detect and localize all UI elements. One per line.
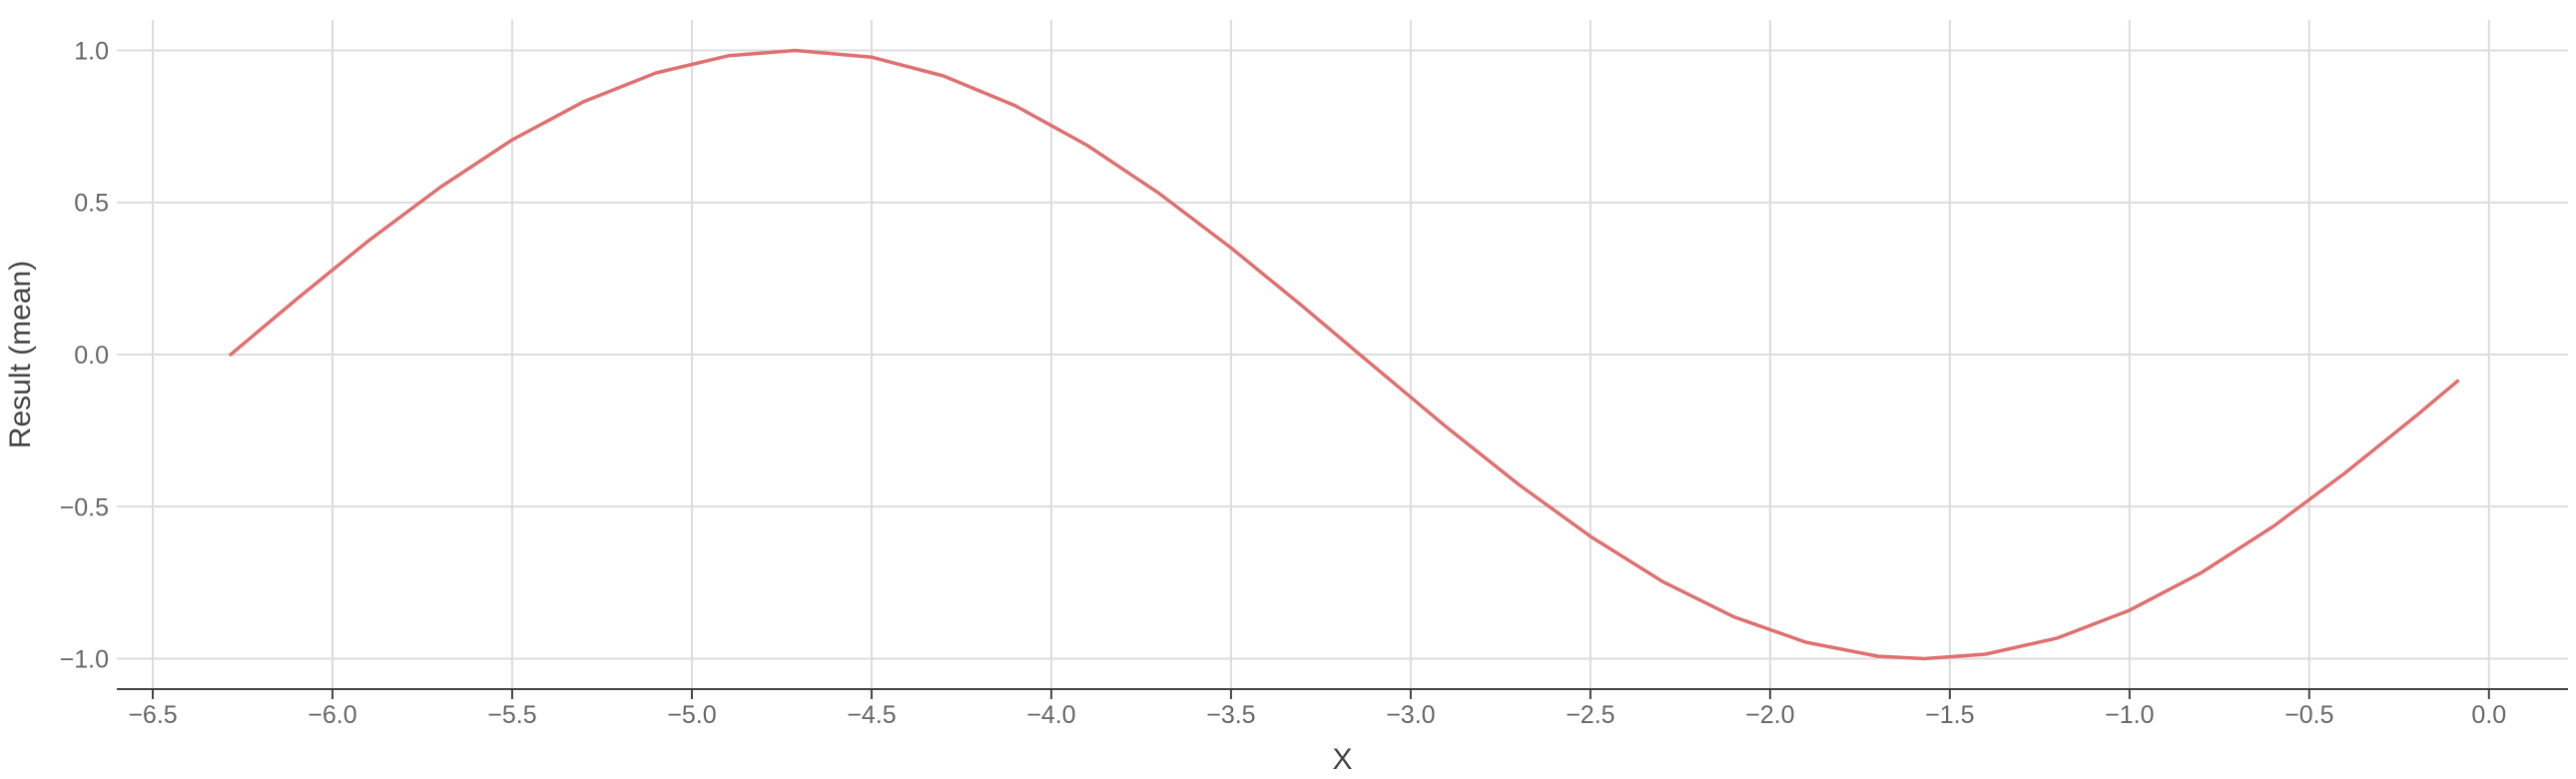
y-axis-title: Result (mean) (4, 261, 37, 448)
x-tick-label: −6.0 (308, 701, 356, 729)
x-tick-label: −0.5 (2284, 701, 2333, 729)
x-tick-label: −5.5 (487, 701, 536, 729)
x-tick-label: −2.5 (1566, 701, 1614, 729)
x-tick-label: −5.0 (667, 701, 716, 729)
x-tick-label: −3.5 (1206, 701, 1255, 729)
y-tick-label: 0.5 (74, 190, 109, 218)
y-tick-label: −1.0 (60, 646, 109, 674)
x-tick-label: 0.0 (2471, 701, 2506, 729)
series-line (229, 48, 2460, 661)
x-tick-label: −1.0 (2105, 701, 2154, 729)
x-axis-title: X (1332, 743, 1352, 776)
series-layer (229, 48, 2460, 661)
x-tick-label: −2.0 (1745, 701, 1794, 729)
x-tick-label: −1.5 (1925, 701, 1974, 729)
x-tick-label: −6.5 (128, 701, 177, 729)
x-tick-label: −3.0 (1386, 701, 1435, 729)
y-tick-label: −0.5 (60, 493, 109, 521)
grid (117, 20, 2568, 689)
x-tick-label: −4.5 (847, 701, 896, 729)
x-tick-label: −4.0 (1026, 701, 1075, 729)
axes: −6.5 −6.0 −5.5 −5.0 −4.5 −4.0 −3.5 −3.0 −2.5 −2.0… (60, 37, 2568, 729)
y-tick-label: 1.0 (74, 37, 109, 65)
y-tick-label: 0.0 (74, 342, 109, 370)
